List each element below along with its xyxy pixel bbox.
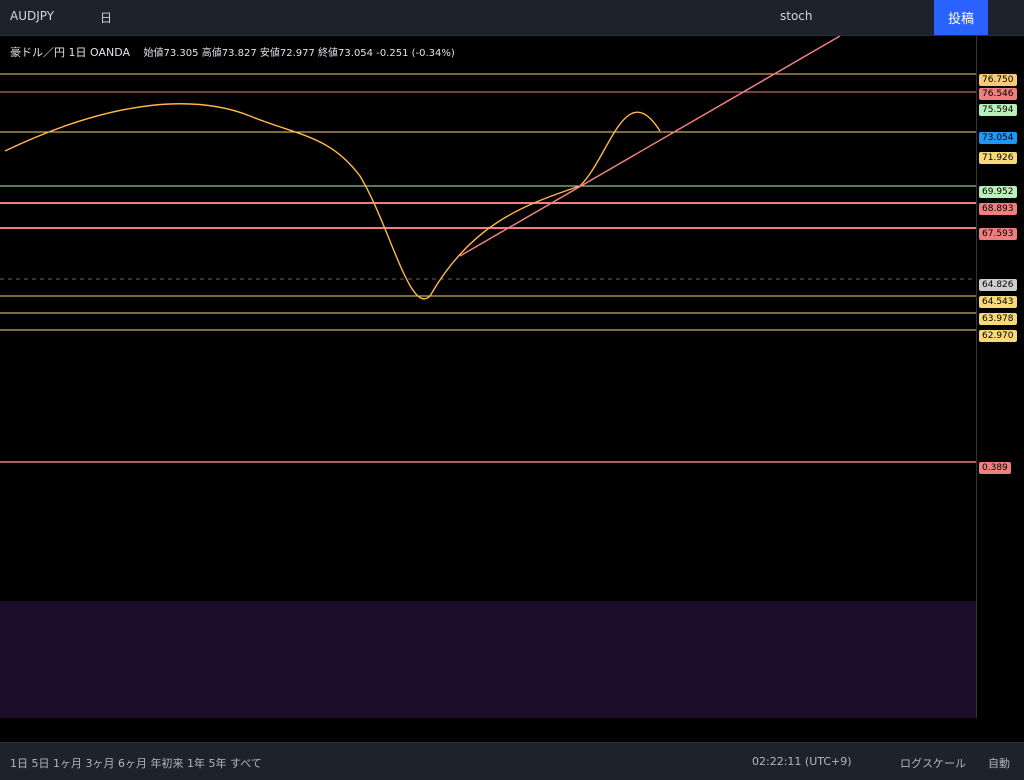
price-label: 73.054 xyxy=(979,132,1017,144)
price-label: 75.594 xyxy=(979,104,1017,116)
chart-legend: 豪ドル／円 1日 OANDA 始値73.305 高値73.827 安値72.97… xyxy=(10,44,455,60)
price-label: 64.543 xyxy=(979,296,1017,308)
top-toolbar: AUDJPY 日 stoch 投稿 xyxy=(0,0,1024,36)
symbol-label[interactable]: AUDJPY xyxy=(10,9,55,23)
range-buttons[interactable]: 1日 5日 1ヶ月 3ヶ月 6ヶ月 年初来 1年 5年 すべて xyxy=(10,757,262,770)
price-chart[interactable] xyxy=(0,36,976,718)
auto-scale-button[interactable]: 自動 xyxy=(988,757,1010,770)
bottom-toolbar: 1日 5日 1ヶ月 3ヶ月 6ヶ月 年初来 1年 5年 すべて 02:22:11… xyxy=(0,742,1024,780)
price-label: 71.926 xyxy=(979,152,1017,164)
legend-tf: 1日 xyxy=(68,46,87,59)
price-label: 67.593 xyxy=(979,228,1017,240)
period-button[interactable]: 日 xyxy=(100,11,113,25)
price-label: 76.546 xyxy=(979,88,1017,100)
indicator-label[interactable]: stoch xyxy=(780,9,813,23)
legend-ohlc: 始値73.305 高値73.827 安値72.977 終値73.054 -0.2… xyxy=(143,48,455,59)
log-scale-button[interactable]: ログスケール xyxy=(900,757,966,770)
price-label: 64.826 xyxy=(979,279,1017,291)
price-axis[interactable]: 76.750 76.546 75.594 73.054 71.926 69.952 68.8… xyxy=(976,36,1024,718)
price-label: 76.750 xyxy=(979,74,1017,86)
time-label: 02:22:11 (UTC+9) xyxy=(752,755,852,768)
price-label: 62.970 xyxy=(979,330,1017,342)
legend-broker: OANDA xyxy=(90,46,131,59)
legend-title: 豪ドル／円 xyxy=(10,46,65,59)
post-button[interactable]: 投稿 xyxy=(934,0,988,35)
price-label: 68.893 xyxy=(979,203,1017,215)
price-label: 69.952 xyxy=(979,186,1017,198)
price-label: 63.978 xyxy=(979,313,1017,325)
price-label: 0.389 xyxy=(979,462,1011,474)
